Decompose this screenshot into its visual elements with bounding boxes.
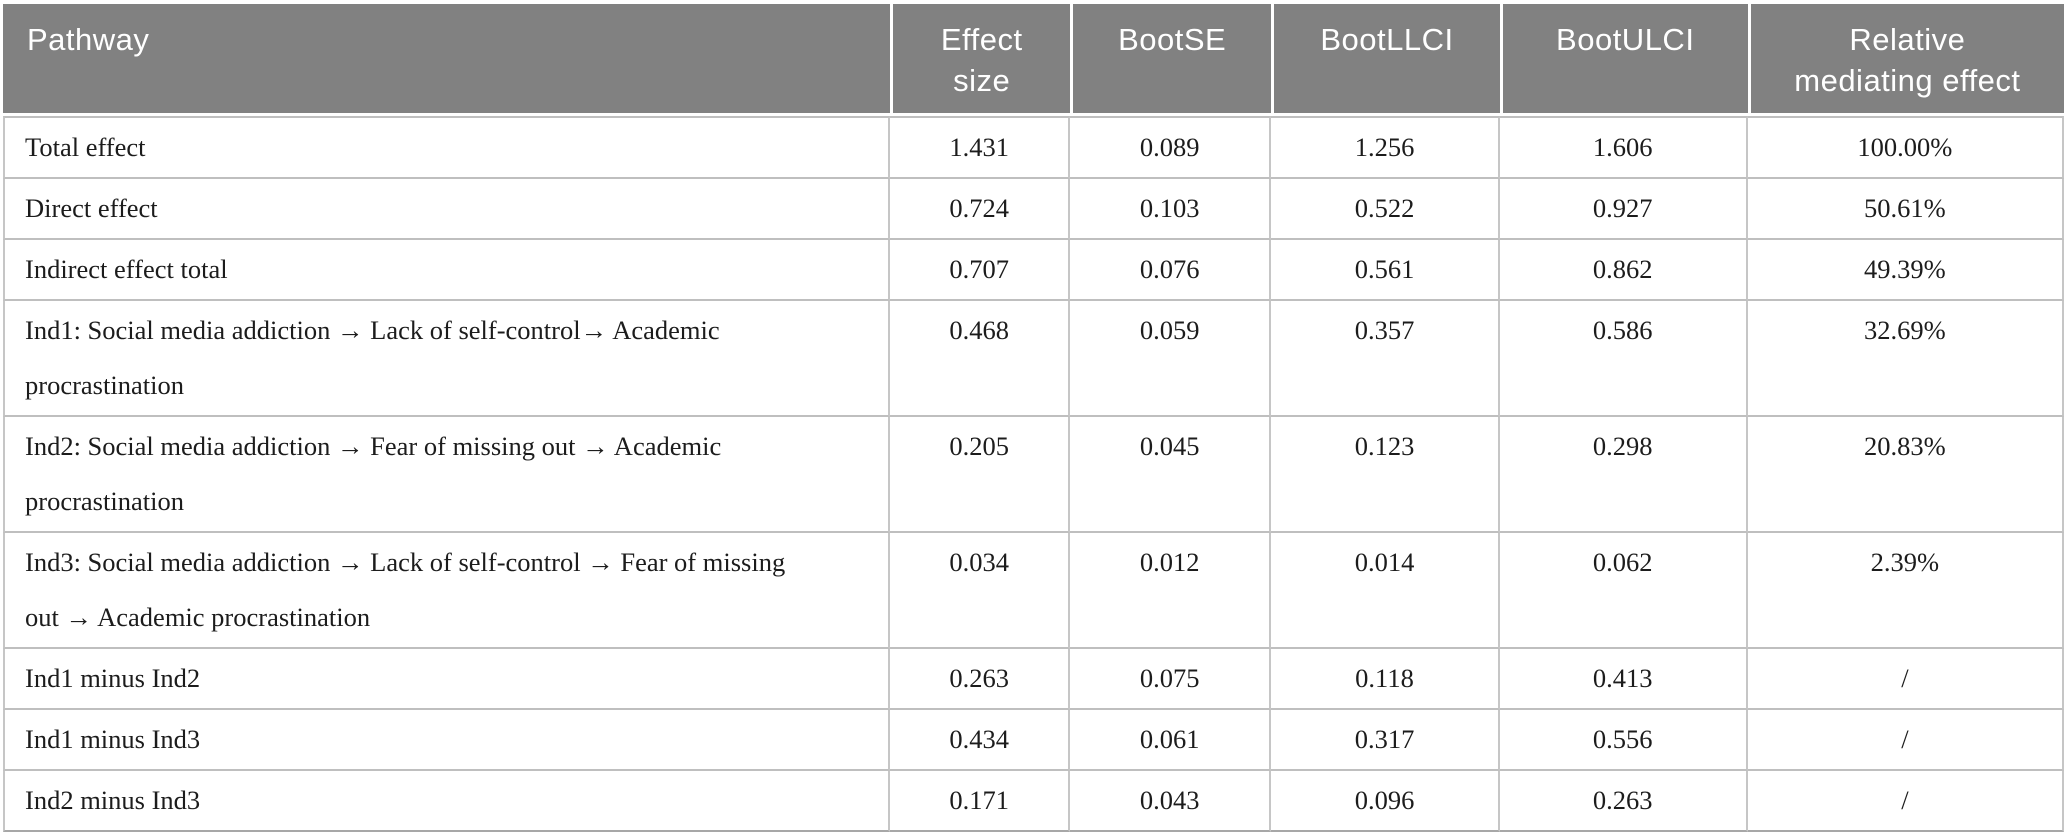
cell-boot-llci: 0.014	[1271, 533, 1500, 649]
cell-boot-llci: 0.522	[1271, 179, 1500, 240]
cell-pathway: Direct effect	[3, 179, 891, 240]
cell-boot-se: 0.089	[1069, 116, 1272, 179]
table-row: Direct effect 0.724 0.103 0.522 0.927 50.61%	[3, 179, 2064, 240]
cell-boot-se: 0.045	[1069, 417, 1272, 533]
column-header-pathway: Pathway	[3, 4, 891, 116]
cell-pathway: Ind1 minus Ind3	[3, 710, 891, 771]
cell-boot-se: 0.061	[1069, 710, 1272, 771]
cell-boot-ulci: 0.263	[1499, 771, 1748, 832]
table-row: Ind1 minus Ind3 0.434 0.061 0.317 0.556/	[3, 710, 2064, 771]
table-row: Ind2 minus Ind3 0.171 0.043 0.096 0.263/	[3, 771, 2064, 832]
cell-boot-llci: 0.357	[1271, 301, 1500, 417]
cell-boot-ulci: 0.927	[1499, 179, 1748, 240]
cell-pathway: Ind1: Social media addiction → Lack of s…	[3, 301, 891, 417]
cell-boot-se: 0.076	[1069, 240, 1272, 301]
cell-boot-llci: 0.317	[1271, 710, 1500, 771]
cell-effect-size: 0.724	[890, 179, 1070, 240]
cell-boot-ulci: 0.862	[1499, 240, 1748, 301]
cell-effect-size: 0.434	[890, 710, 1070, 771]
mediation-effects-table: Pathway Effect size BootSE BootLLCI Boot…	[3, 4, 2064, 832]
cell-boot-llci: 0.123	[1271, 417, 1500, 533]
cell-boot-ulci: 0.062	[1499, 533, 1748, 649]
cell-boot-ulci: 0.556	[1499, 710, 1748, 771]
cell-effect-size: 0.205	[890, 417, 1070, 533]
cell-boot-llci: 1.256	[1271, 116, 1500, 179]
cell-relative-mediating-effect: /	[1747, 649, 2064, 710]
cell-effect-size: 0.263	[890, 649, 1070, 710]
cell-pathway: Ind2 minus Ind3	[3, 771, 891, 832]
table-row: Total effect 1.431 0.089 1.256 1.606 100.00%	[3, 116, 2064, 179]
cell-boot-ulci: 0.413	[1499, 649, 1748, 710]
cell-boot-se: 0.012	[1069, 533, 1272, 649]
cell-boot-se: 0.103	[1069, 179, 1272, 240]
column-header-relative-mediating-effect: Relative mediating effect	[1747, 4, 2064, 116]
cell-effect-size: 1.431	[890, 116, 1070, 179]
cell-relative-mediating-effect: 2.39%	[1747, 533, 2064, 649]
table-header: Pathway Effect size BootSE BootLLCI Boot…	[3, 4, 2064, 116]
column-header-bootulci: BootULCI	[1499, 4, 1748, 116]
cell-boot-llci: 0.561	[1271, 240, 1500, 301]
cell-relative-mediating-effect: /	[1747, 771, 2064, 832]
cell-effect-size: 0.707	[890, 240, 1070, 301]
cell-boot-se: 0.043	[1069, 771, 1272, 832]
column-header-bootllci: BootLLCI	[1271, 4, 1500, 116]
cell-effect-size: 0.034	[890, 533, 1070, 649]
cell-effect-size: 0.171	[890, 771, 1070, 832]
cell-boot-llci: 0.118	[1271, 649, 1500, 710]
table-row: Indirect effect total 0.707 0.076 0.561 0.86…	[3, 240, 2064, 301]
cell-effect-size: 0.468	[890, 301, 1070, 417]
column-header-effect-size: Effect size	[890, 4, 1070, 116]
cell-pathway: Ind3: Social media addiction → Lack of s…	[3, 533, 891, 649]
cell-boot-se: 0.059	[1069, 301, 1272, 417]
cell-boot-ulci: 0.298	[1499, 417, 1748, 533]
cell-pathway: Ind1 minus Ind2	[3, 649, 891, 710]
table-row: Ind2: Social media addiction → Fear of m…	[3, 417, 2064, 533]
table-row: Ind1 minus Ind2 0.263 0.075 0.118 0.413/	[3, 649, 2064, 710]
cell-boot-ulci: 0.586	[1499, 301, 1748, 417]
cell-boot-llci: 0.096	[1271, 771, 1500, 832]
cell-relative-mediating-effect: 49.39%	[1747, 240, 2064, 301]
cell-pathway: Ind2: Social media addiction → Fear of m…	[3, 417, 891, 533]
column-header-bootse: BootSE	[1069, 4, 1272, 116]
cell-relative-mediating-effect: /	[1747, 710, 2064, 771]
cell-relative-mediating-effect: 100.00%	[1747, 116, 2064, 179]
table-body: Total effect 1.431 0.089 1.256 1.606 100.00% D…	[3, 116, 2064, 832]
cell-relative-mediating-effect: 50.61%	[1747, 179, 2064, 240]
cell-pathway: Total effect	[3, 116, 891, 179]
cell-boot-ulci: 1.606	[1499, 116, 1748, 179]
cell-boot-se: 0.075	[1069, 649, 1272, 710]
cell-relative-mediating-effect: 32.69%	[1747, 301, 2064, 417]
cell-pathway: Indirect effect total	[3, 240, 891, 301]
table-row: Ind3: Social media addiction → Lack of s…	[3, 533, 2064, 649]
table-row: Ind1: Social media addiction → Lack of s…	[3, 301, 2064, 417]
cell-relative-mediating-effect: 20.83%	[1747, 417, 2064, 533]
header-row: Pathway Effect size BootSE BootLLCI Boot…	[3, 4, 2064, 116]
